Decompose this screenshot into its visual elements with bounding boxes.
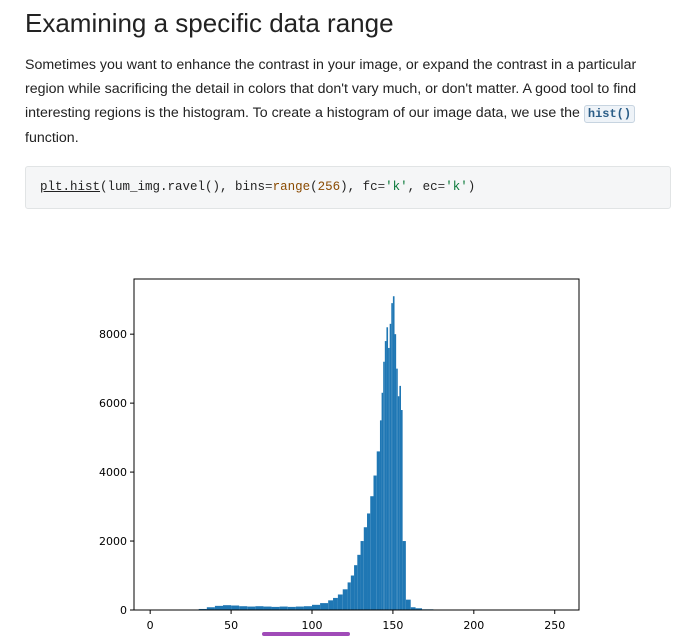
- paragraph-text-start: Sometimes you want to enhance the contra…: [25, 57, 637, 121]
- histogram-bar: [206, 607, 215, 610]
- histogram-bar: [312, 604, 321, 610]
- histogram-bar: [389, 323, 392, 610]
- histogram-bar: [198, 608, 207, 610]
- histogram-bar: [381, 392, 384, 610]
- histogram-bar: [384, 341, 387, 610]
- x-tick-label: 150: [382, 619, 403, 632]
- histogram-bar: [354, 565, 358, 610]
- x-tick-label: 100: [302, 619, 323, 632]
- histogram-bar: [279, 606, 288, 610]
- y-tick-label: 4000: [99, 466, 127, 479]
- hist-function-link[interactable]: hist(): [583, 105, 636, 123]
- histogram-bar: [397, 396, 400, 610]
- code-token: , ec: [407, 180, 438, 194]
- histogram-bar: [333, 597, 338, 610]
- histogram-bar: [405, 599, 411, 610]
- histogram-bar: [373, 475, 377, 610]
- histogram-bar: [383, 361, 385, 610]
- code-token: (: [310, 180, 318, 194]
- y-tick-label: 0: [120, 604, 127, 617]
- histogram-bar: [367, 513, 371, 610]
- histogram-bar: [231, 605, 240, 610]
- histogram-bar: [396, 368, 398, 610]
- code-token: =: [377, 180, 386, 194]
- code-line: plt.hist(lum_img.ravel(), bins=range(256…: [40, 180, 475, 194]
- histogram-bar: [392, 296, 395, 610]
- code-token: =: [437, 180, 446, 194]
- histogram-bar: [271, 606, 280, 610]
- histogram-bar: [410, 607, 416, 610]
- histogram-bar: [363, 527, 368, 610]
- code-token: ), fc: [340, 180, 378, 194]
- code-module-link[interactable]: plt.hist: [40, 180, 101, 194]
- histogram-bar: [401, 410, 403, 610]
- histogram-bar: [379, 420, 382, 610]
- paragraph-text-end: function.: [25, 130, 79, 146]
- y-axis: 0 2000 4000 6000 8000: [99, 328, 134, 617]
- histogram-bar: [320, 603, 329, 610]
- histogram-bar: [370, 496, 374, 610]
- histogram-bar: [214, 605, 223, 610]
- histogram-bar: [328, 600, 334, 610]
- y-tick-label: 6000: [99, 397, 127, 410]
- histogram-bar: [263, 606, 272, 610]
- code-string: 'k': [445, 180, 468, 194]
- histogram-bar: [391, 303, 393, 610]
- histogram-bar: [399, 385, 401, 610]
- histogram-bar: [295, 606, 304, 610]
- histogram-bar: [239, 606, 248, 610]
- histogram-bars: [198, 296, 439, 610]
- x-tick-label: 250: [544, 619, 565, 632]
- histogram-bar: [357, 554, 361, 610]
- section-heading: Examining a specific data range: [25, 8, 394, 38]
- code-token: (lum_img.ravel(), bins: [100, 180, 266, 194]
- code-token: =: [265, 180, 273, 194]
- x-tick-label: 200: [463, 619, 484, 632]
- histogram-bar: [337, 594, 343, 610]
- histogram-bar: [415, 608, 423, 610]
- histogram-bar: [287, 606, 296, 610]
- scroll-indicator: [262, 632, 350, 636]
- histogram-bar: [303, 606, 312, 610]
- y-tick-label: 8000: [99, 328, 127, 341]
- code-token: ): [467, 180, 476, 194]
- histogram-bar: [376, 451, 380, 610]
- histogram-bar: [360, 541, 364, 610]
- histogram-bar: [347, 582, 351, 610]
- code-cell[interactable]: plt.hist(lum_img.ravel(), bins=range(256…: [25, 166, 671, 209]
- x-tick-label: 0: [147, 619, 154, 632]
- histogram-bar: [386, 327, 389, 610]
- x-tick-label: 50: [224, 619, 238, 632]
- histogram-bar: [342, 589, 348, 610]
- code-number: 256: [317, 180, 341, 194]
- histogram-bar: [394, 334, 397, 610]
- histogram-bar: [255, 606, 264, 610]
- code-builtin: range: [272, 180, 311, 194]
- histogram-bar: [350, 575, 355, 610]
- histogram-bar: [388, 347, 390, 610]
- histogram-bar: [223, 605, 232, 610]
- plot-frame: [133, 278, 580, 611]
- intro-paragraph: Sometimes you want to enhance the contra…: [25, 53, 655, 150]
- histogram-bar: [402, 541, 406, 610]
- y-tick-label: 2000: [99, 535, 127, 548]
- histogram-bar: [247, 606, 256, 610]
- x-axis: 0 50 100 150 200 250: [147, 610, 565, 632]
- code-string: 'k': [385, 180, 408, 194]
